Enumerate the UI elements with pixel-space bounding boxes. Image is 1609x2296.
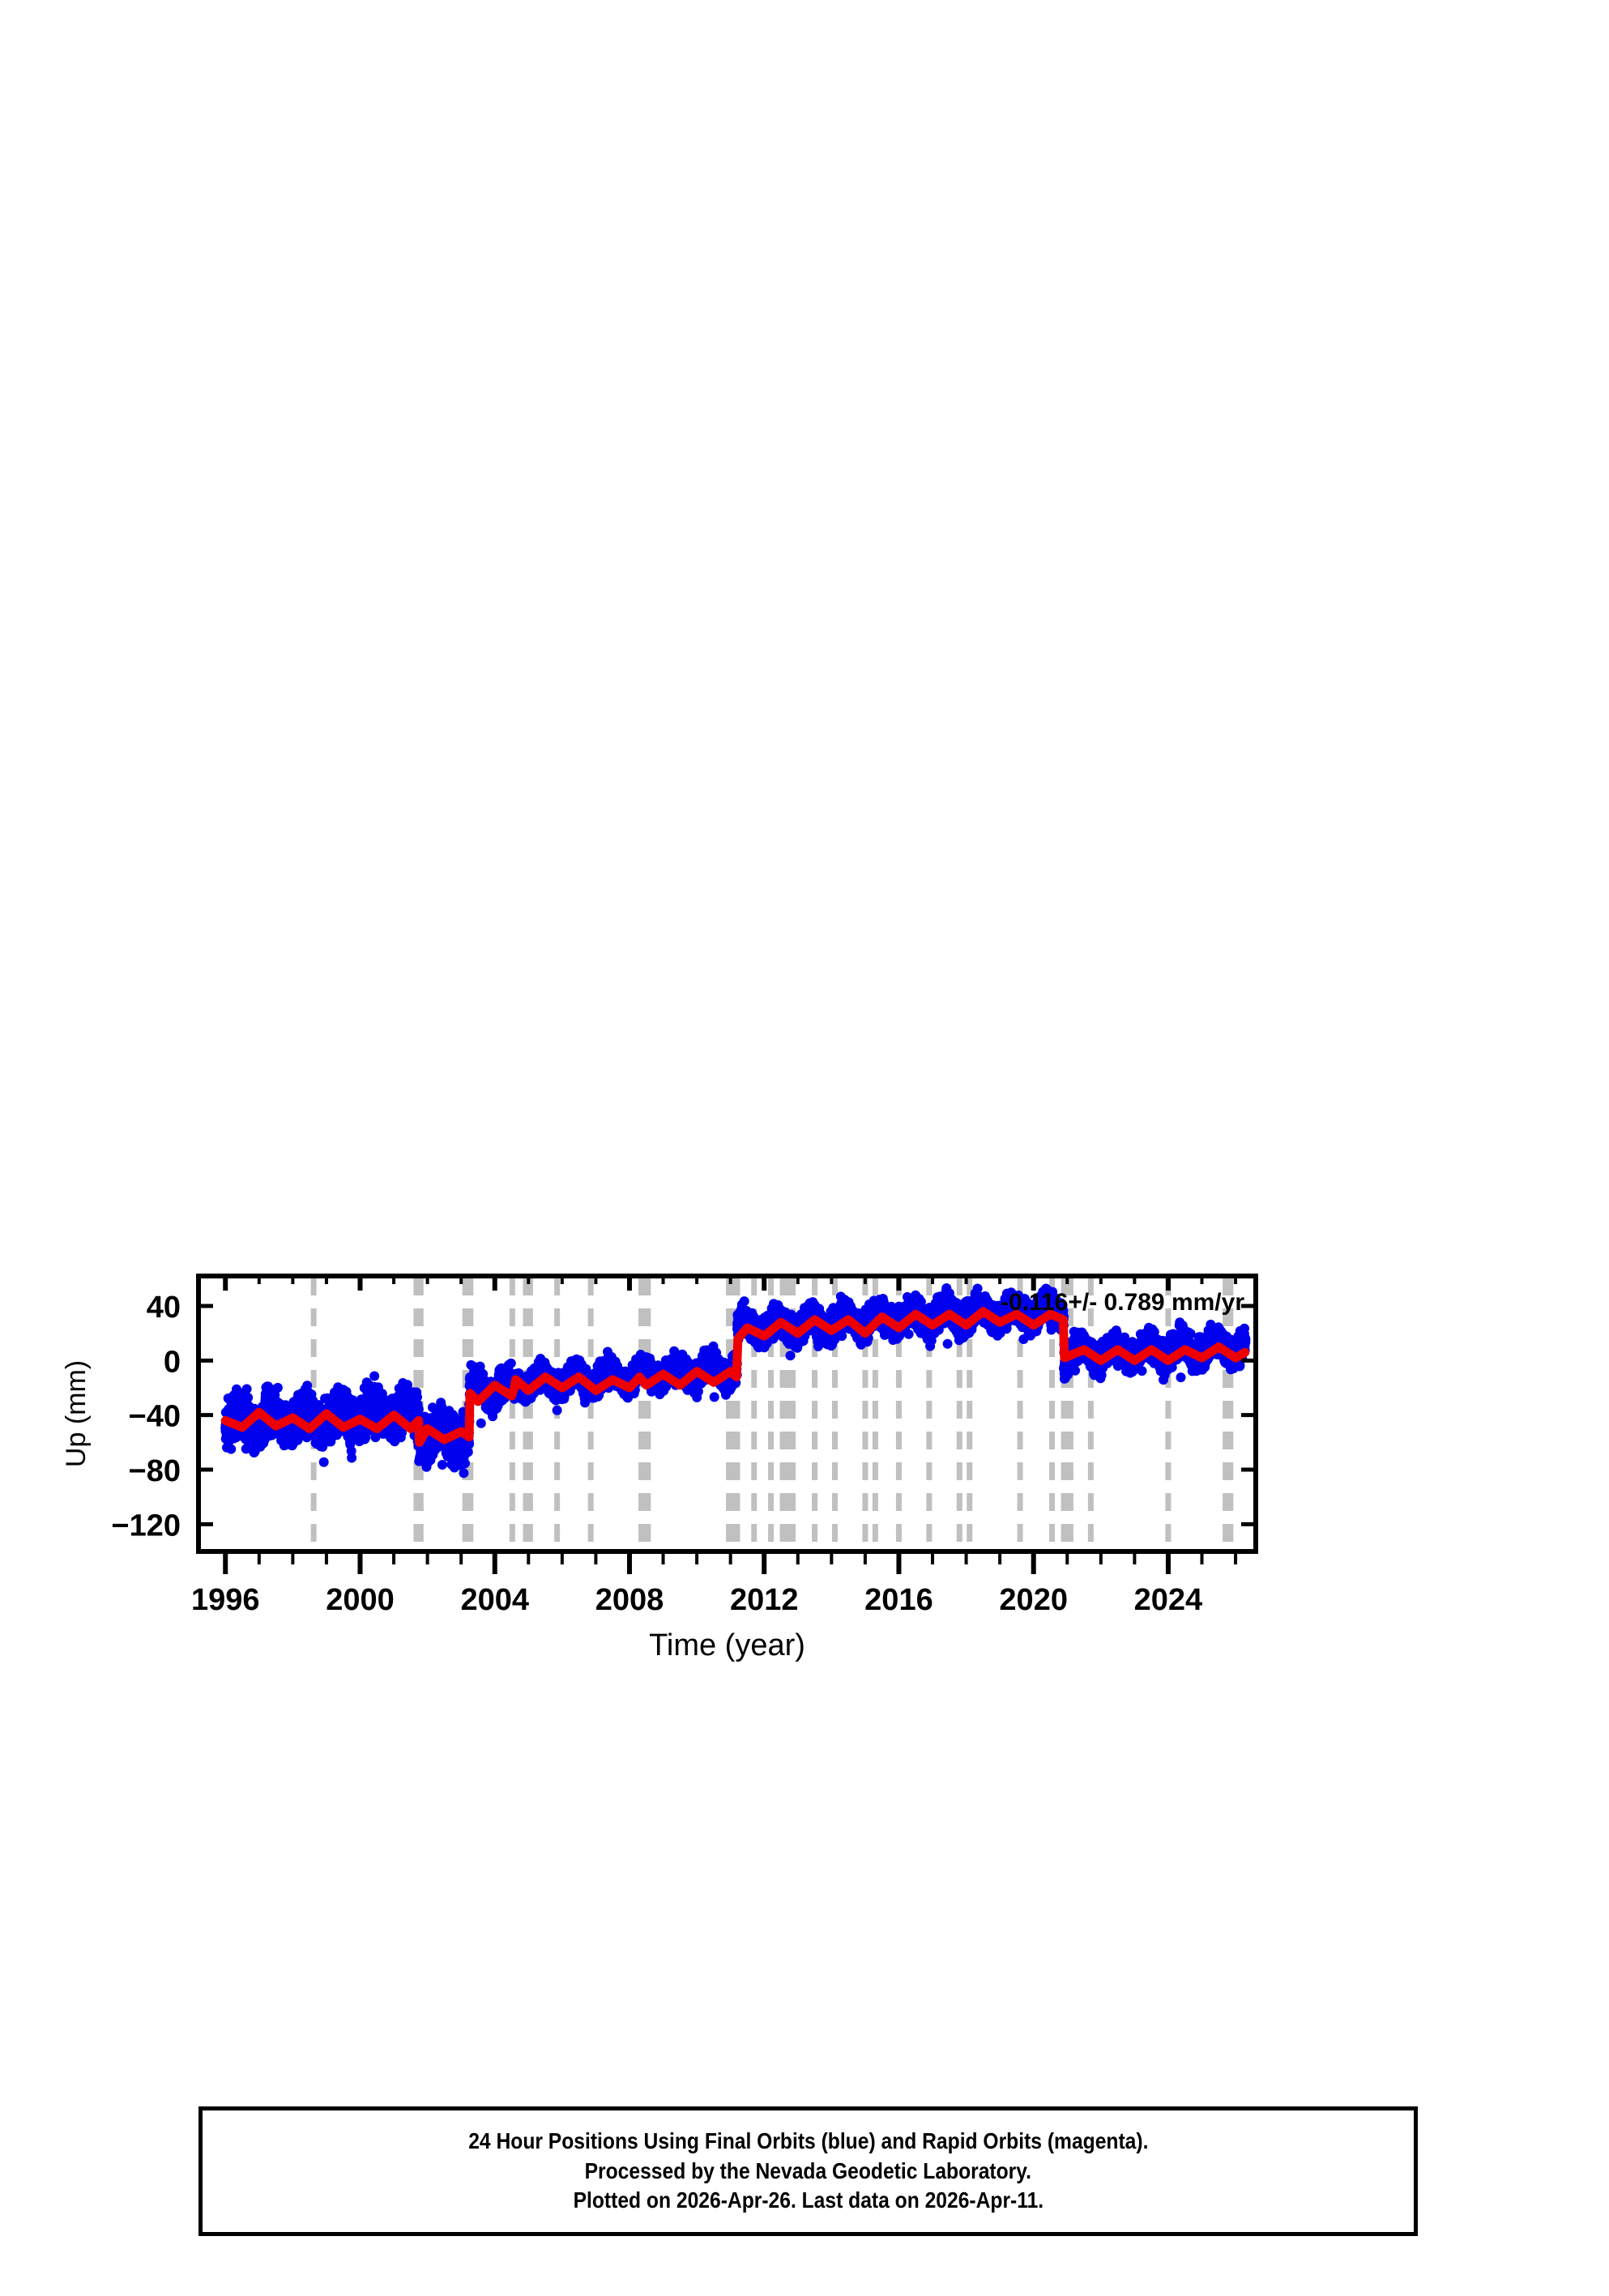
footer-line-2: Processed by the Nevada Geodetic Laborat… <box>584 2157 1032 2183</box>
footer-caption-box: 24 Hour Positions Using Final Orbits (bl… <box>198 2106 1418 2236</box>
rate-annotation: -0.116+/- 0.789 mm/yr <box>1001 1289 1244 1316</box>
x-axis-label: Time (year) <box>649 1628 805 1662</box>
footer-line-3: Plotted on 2026-Apr-26. Last data on 202… <box>573 2187 1044 2213</box>
y-axis-label: Up (mm) <box>61 1360 92 1467</box>
data-layer <box>220 1283 1251 1479</box>
footer-line-1: 24 Hour Positions Using Final Orbits (bl… <box>467 2128 1149 2154</box>
y-axis-ticks: 400−40−80−120 <box>111 1291 1256 1543</box>
